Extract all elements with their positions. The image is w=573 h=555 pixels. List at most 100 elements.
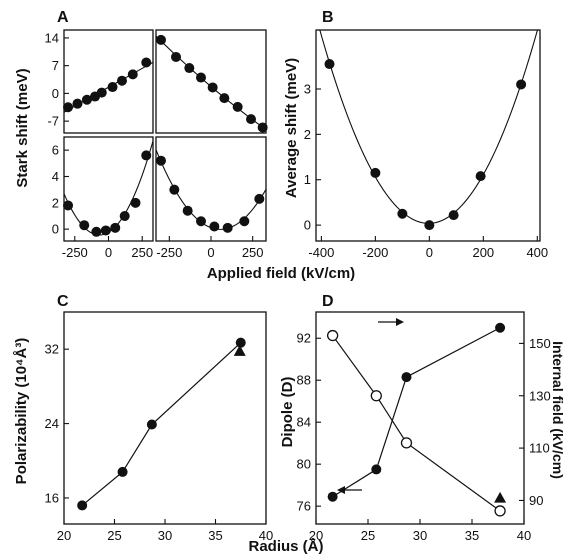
data-point <box>371 464 382 475</box>
plot-frame <box>63 29 154 134</box>
x-tick-label: 250 <box>131 245 153 260</box>
plot-frame <box>315 29 541 242</box>
data-point <box>141 57 152 68</box>
x-tick-label: 25 <box>361 528 375 543</box>
panel-label-c: C <box>57 293 69 310</box>
data-point <box>235 337 246 348</box>
data-point <box>110 222 121 233</box>
panel-c-x-axis-title: Radius (Å) <box>249 538 324 555</box>
data-point <box>146 419 157 430</box>
y-tick-label: 0 <box>52 222 59 237</box>
y-tick-label: 2 <box>304 127 311 142</box>
y-tick-label: 88 <box>297 373 311 388</box>
plot-a-top-left: -7 0 7 14 <box>45 29 154 134</box>
y-tick-label: 6 <box>52 143 59 158</box>
y-tick-label: -7 <box>47 114 59 129</box>
data-point <box>169 184 180 195</box>
series-line <box>81 342 242 506</box>
data-point <box>81 94 92 105</box>
x-tick-label: 0 <box>426 245 433 260</box>
y-tick-label: 76 <box>297 499 311 514</box>
data-point <box>219 93 230 104</box>
x-tick-label: 30 <box>158 528 172 543</box>
plot-a-top-right <box>155 29 268 134</box>
data-point <box>207 82 218 93</box>
panel-label-b: B <box>322 9 334 26</box>
y-tick-label: 80 <box>297 457 311 472</box>
data-point <box>156 34 166 45</box>
data-point <box>141 150 152 161</box>
x-tick-label: -200 <box>362 245 388 260</box>
y-tick-label: 14 <box>45 30 59 45</box>
plot-d: 76 80 84 88 92 20 25 30 35 40 90 110 130 150 <box>297 311 551 543</box>
y-tick-label: 4 <box>52 169 59 184</box>
data-point <box>96 87 107 98</box>
data-point-open <box>400 437 413 449</box>
data-point <box>79 220 90 231</box>
data-point <box>184 63 195 74</box>
x-tick-label: 20 <box>309 528 323 543</box>
data-point <box>63 200 74 211</box>
data-point <box>77 500 88 511</box>
data-point <box>119 210 130 221</box>
plot-frame <box>315 311 525 525</box>
y-tick-label: 32 <box>45 342 59 357</box>
x-tick-label: 0 <box>105 245 112 260</box>
y-tick-label: 92 <box>297 331 311 346</box>
y2-tick-label: 110 <box>529 441 550 456</box>
y-tick-label: 1 <box>304 172 311 187</box>
data-point <box>130 197 141 208</box>
data-point <box>254 193 265 204</box>
y-tick-label: 16 <box>45 490 59 505</box>
data-point <box>232 101 243 112</box>
data-point <box>182 205 193 216</box>
data-point <box>127 69 138 80</box>
data-point <box>116 75 127 86</box>
data-point <box>72 98 83 109</box>
data-point-open <box>326 329 339 342</box>
data-point <box>196 72 206 83</box>
series-line <box>332 335 501 512</box>
x-tick-label: 25 <box>107 528 121 543</box>
x-tick-label: 40 <box>517 528 531 543</box>
panel-a-y-axis-title: Stark shift (meV) <box>14 68 31 187</box>
plot-b: 0 1 2 3 -400 -200 0 200 400 <box>304 29 548 260</box>
panel-label-a: A <box>57 9 69 26</box>
y-tick-label: 84 <box>297 415 311 430</box>
data-point <box>495 322 506 333</box>
data-point-triangle <box>233 345 246 356</box>
data-point <box>246 114 256 125</box>
x-tick-label: 35 <box>465 528 479 543</box>
data-point <box>239 216 250 227</box>
data-point <box>117 466 128 477</box>
series-line <box>332 327 501 498</box>
x-tick-label: 35 <box>208 528 222 543</box>
x-tick-label: -400 <box>308 245 334 260</box>
data-point <box>424 220 435 231</box>
data-point-open <box>370 390 382 402</box>
data-point <box>401 372 412 383</box>
panel-d-arrow-left <box>337 486 362 494</box>
x-tick-label: 200 <box>472 245 494 260</box>
data-point <box>257 122 268 133</box>
x-tick-label: 40 <box>259 528 273 543</box>
x-tick-label: -250 <box>156 245 182 260</box>
x-tick-label: 250 <box>242 245 264 260</box>
y2-tick-label: 130 <box>529 388 551 403</box>
data-point <box>196 216 206 227</box>
plot-frame <box>155 29 267 134</box>
data-point <box>222 222 233 233</box>
data-point <box>156 155 166 166</box>
data-point <box>327 491 338 502</box>
x-tick-label: 0 <box>207 245 214 260</box>
plot-a-bottom-right: -250 0 250 <box>155 136 267 260</box>
y-tick-label: 3 <box>304 81 311 96</box>
data-point-triangle <box>494 491 507 503</box>
plot-c: 16 24 32 20 25 30 35 40 <box>45 311 273 543</box>
y2-tick-label: 150 <box>529 336 551 351</box>
panel-d-left-y-axis-title: Dipole (D) <box>279 377 296 448</box>
y-tick-label: 2 <box>52 195 59 210</box>
panel-a-x-axis-title: Applied field (kV/cm) <box>207 265 355 282</box>
panel-d-right-y-axis-title: Internal field (kV/cm) <box>550 341 566 479</box>
